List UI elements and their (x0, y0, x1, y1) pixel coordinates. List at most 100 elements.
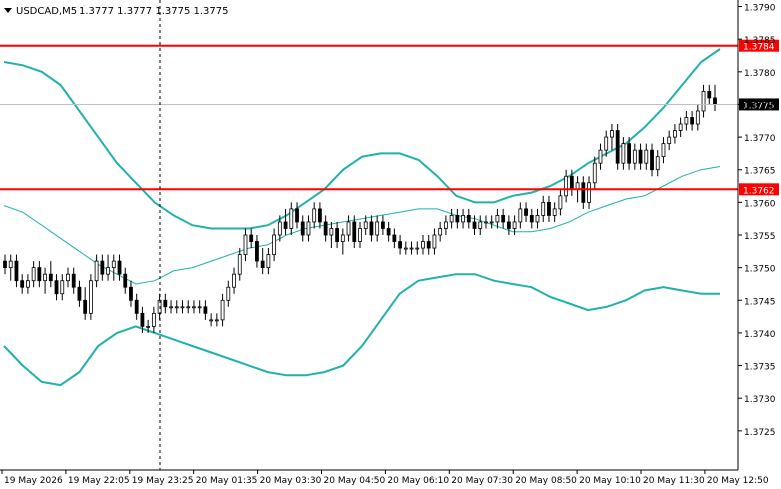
candle (66, 267, 70, 288)
candle-body (690, 117, 694, 125)
candle-body (71, 273, 76, 288)
candle (707, 84, 712, 105)
candle-body (111, 260, 116, 269)
candle (518, 202, 523, 229)
candle-body (129, 286, 133, 301)
candle (277, 215, 282, 242)
candle (186, 300, 191, 314)
candle-body (529, 215, 534, 223)
candle (266, 248, 271, 275)
candle-body (644, 149, 649, 164)
candle-body (214, 319, 219, 322)
candle (650, 143, 654, 177)
candle-body (174, 306, 179, 309)
candle (88, 274, 93, 320)
candle (71, 267, 76, 294)
candle (174, 300, 179, 314)
candle-body (455, 215, 460, 223)
candle-body (197, 306, 202, 309)
candle (610, 124, 614, 151)
candle-body (232, 273, 236, 288)
candle-body (312, 208, 317, 223)
level-label-box (739, 39, 779, 52)
candle (409, 241, 414, 255)
candle (272, 228, 277, 262)
candle-body (306, 221, 311, 236)
candle-body (449, 215, 454, 223)
symbol-label: USDCAD,M5 (16, 6, 77, 17)
candle (300, 215, 305, 242)
y-tick-label: 1.3770 (744, 134, 776, 144)
candle-body (667, 136, 672, 145)
dropdown-triangle-icon[interactable] (4, 8, 12, 13)
candle (289, 202, 294, 235)
candle-body (655, 156, 660, 171)
y-tick-label: 1.3745 (744, 297, 776, 307)
candle (369, 215, 374, 242)
candle-body (587, 182, 591, 203)
candle (358, 221, 362, 249)
x-tick-label: 20 May 07:30 (451, 476, 513, 486)
ohlc-values: 1.3777 1.3777 1.3775 1.3775 (79, 6, 229, 17)
candle (60, 274, 65, 301)
candle-body (592, 162, 597, 184)
candle (3, 254, 7, 275)
candle-body (426, 241, 431, 249)
horizontal-levels[interactable]: 1.3784 1.3762 1.3775 (0, 39, 779, 197)
candle-body (466, 215, 471, 223)
candle-body (8, 260, 13, 269)
candle (323, 215, 328, 242)
candle (564, 169, 569, 203)
candle (249, 228, 254, 249)
candle-body (60, 280, 65, 295)
candle (37, 261, 42, 288)
candle (638, 143, 643, 170)
candle-body (673, 130, 677, 138)
bollinger-lower-line (3, 273, 720, 387)
candle-body (54, 280, 59, 295)
candle (604, 130, 609, 157)
candle-body (621, 143, 626, 164)
candle (180, 300, 185, 314)
candle-body (117, 260, 122, 275)
candle-body (106, 267, 110, 275)
candle-body (352, 221, 357, 242)
y-tick-label: 1.3725 (744, 428, 776, 438)
candle-body (329, 228, 334, 236)
candle (14, 254, 19, 288)
candle-body (386, 228, 391, 236)
y-tick-label: 1.3740 (744, 330, 776, 340)
candle (43, 267, 47, 294)
candle (438, 221, 443, 242)
candle (123, 267, 128, 294)
candle (134, 293, 139, 320)
x-tick-label: 20 May 08:50 (515, 476, 577, 486)
candle-body (255, 241, 259, 262)
x-tick-label: 20 May 01:35 (196, 476, 258, 486)
candle (655, 150, 660, 177)
candle-body (226, 286, 231, 301)
candle (552, 202, 557, 222)
candle-body (169, 306, 173, 309)
candle (20, 274, 25, 294)
candle (701, 84, 706, 118)
candle (592, 156, 597, 190)
candle (283, 208, 288, 235)
candle (335, 221, 339, 249)
candle (529, 208, 534, 229)
candle (318, 202, 322, 229)
candle (329, 221, 334, 249)
candle (77, 280, 82, 307)
candle (632, 143, 637, 170)
candle (678, 117, 683, 138)
candle-body (20, 280, 25, 288)
candle (501, 208, 506, 229)
candle-body (48, 273, 53, 282)
candle-body (569, 175, 574, 190)
x-tick-label: 19 May 22:05 (68, 476, 130, 486)
candle-body (489, 221, 494, 224)
candle-body (684, 117, 689, 125)
candle-body (186, 306, 191, 309)
candle (615, 124, 620, 170)
